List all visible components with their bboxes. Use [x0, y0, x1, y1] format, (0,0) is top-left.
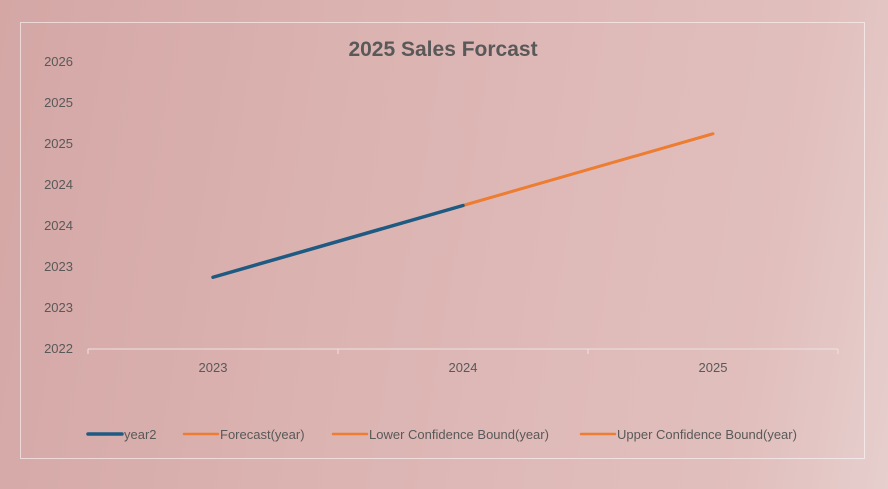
x-tick-label: 2025	[699, 360, 728, 375]
legend-label: Upper Confidence Bound(year)	[617, 427, 797, 442]
chart-frame	[20, 22, 865, 459]
y-tick-label: 2025	[44, 95, 73, 110]
y-tick-label: 2026	[44, 54, 73, 69]
y-axis-labels: 2022 2023 2023 2024 2024 2025 2025 2026	[44, 54, 73, 356]
y-tick-label: 2022	[44, 341, 73, 356]
x-tick-label: 2023	[199, 360, 228, 375]
y-tick-label: 2023	[44, 259, 73, 274]
legend-label: year2	[124, 427, 157, 442]
series-line-forecast	[461, 132, 715, 207]
legend-label: Lower Confidence Bound(year)	[369, 427, 549, 442]
legend-label: Forecast(year)	[220, 427, 305, 442]
y-tick-label: 2023	[44, 300, 73, 315]
legend: year2 Forecast(year) Lower Confidence Boun…	[86, 427, 797, 442]
y-tick-label: 2024	[44, 218, 73, 233]
y-tick-label: 2024	[44, 177, 73, 192]
x-tick-label: 2024	[449, 360, 478, 375]
x-axis: 2023 2024 2025	[87, 348, 839, 375]
series-line-year2	[211, 203, 465, 279]
y-tick-label: 2025	[44, 136, 73, 151]
chart-title: 2025 Sales Forcast	[348, 38, 537, 61]
series-lines	[211, 132, 715, 279]
